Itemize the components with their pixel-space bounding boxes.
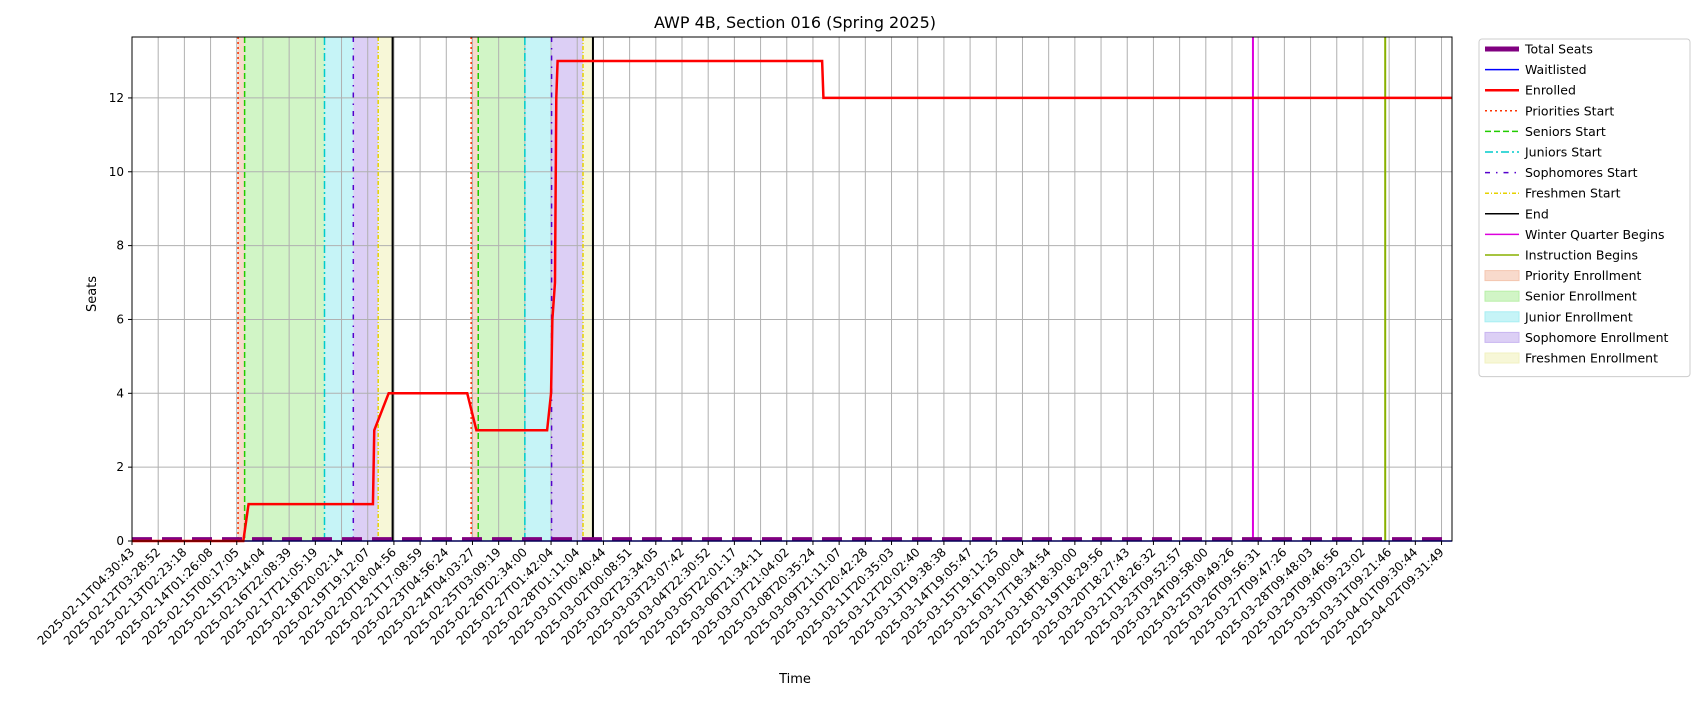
legend-label-priority-enrollment: Priority Enrollment — [1525, 268, 1642, 283]
legend: Total Seats Waitlisted Enrolled Priorities … — [1478, 38, 1691, 378]
span-priority-enrollment-1 — [471, 37, 479, 541]
plot-area: 0246810122025-02-11T04:30:432025-02-12T0… — [35, 36, 1453, 648]
span-freshmen-enrollment-0 — [378, 37, 393, 541]
legend-box — [1478, 38, 1691, 378]
legend-label-winter-quarter-begins: Winter Quarter Begins — [1525, 227, 1665, 242]
span-freshmen-enrollment-1 — [583, 37, 593, 541]
legend-label-juniors-start: Juniors Start — [1524, 145, 1602, 160]
legend-label-seniors-start: Seniors Start — [1525, 124, 1606, 139]
y-axis-label: Seats — [85, 276, 100, 312]
span-priority-enrollment-0 — [238, 37, 245, 541]
legend-swatch-senior-enrollment — [1484, 290, 1520, 302]
legend-swatch-junior-enrollment — [1484, 311, 1520, 323]
legend-label-waitlisted: Waitlisted — [1525, 62, 1587, 77]
legend-label-freshmen-start: Freshmen Start — [1525, 186, 1621, 201]
legend-label-instruction-begins: Instruction Begins — [1525, 248, 1638, 263]
y-tick-label: 12 — [109, 91, 124, 105]
span-senior-enrollment-1 — [478, 37, 525, 541]
plot-frame — [131, 36, 1453, 542]
legend-label-junior-enrollment: Junior Enrollment — [1524, 309, 1633, 324]
chart-title: AWP 4B, Section 016 (Spring 2025) — [654, 13, 936, 32]
legend-label-priorities-start: Priorities Start — [1525, 103, 1614, 118]
legend-swatch-sophomore-enrollment — [1484, 331, 1520, 343]
y-tick-label: 4 — [116, 386, 124, 400]
x-axis-label: Time — [778, 672, 811, 687]
y-tick-label: 6 — [116, 312, 124, 326]
legend-label-sophomore-enrollment: Sophomore Enrollment — [1525, 330, 1669, 345]
y-tick-label: 2 — [116, 460, 124, 474]
legend-label-end: End — [1525, 206, 1549, 221]
legend-label-senior-enrollment: Senior Enrollment — [1525, 289, 1637, 304]
span-junior-enrollment-1 — [524, 37, 552, 541]
legend-label-freshmen-enrollment: Freshmen Enrollment — [1525, 351, 1658, 366]
legend-label-sophomores-start: Sophomores Start — [1525, 165, 1638, 180]
span-senior-enrollment-0 — [244, 37, 325, 541]
y-tick-label: 0 — [116, 534, 124, 548]
legend-swatch-freshmen-enrollment — [1484, 352, 1520, 364]
y-tick-label: 10 — [109, 165, 124, 179]
span-junior-enrollment-0 — [324, 37, 354, 541]
legend-label-total-seats: Total Seats — [1524, 42, 1593, 57]
legend-label-enrolled: Enrolled — [1525, 83, 1576, 98]
y-tick-label: 8 — [116, 239, 124, 253]
series-enrolled — [132, 59, 1452, 543]
legend-swatch-priority-enrollment — [1484, 270, 1520, 282]
